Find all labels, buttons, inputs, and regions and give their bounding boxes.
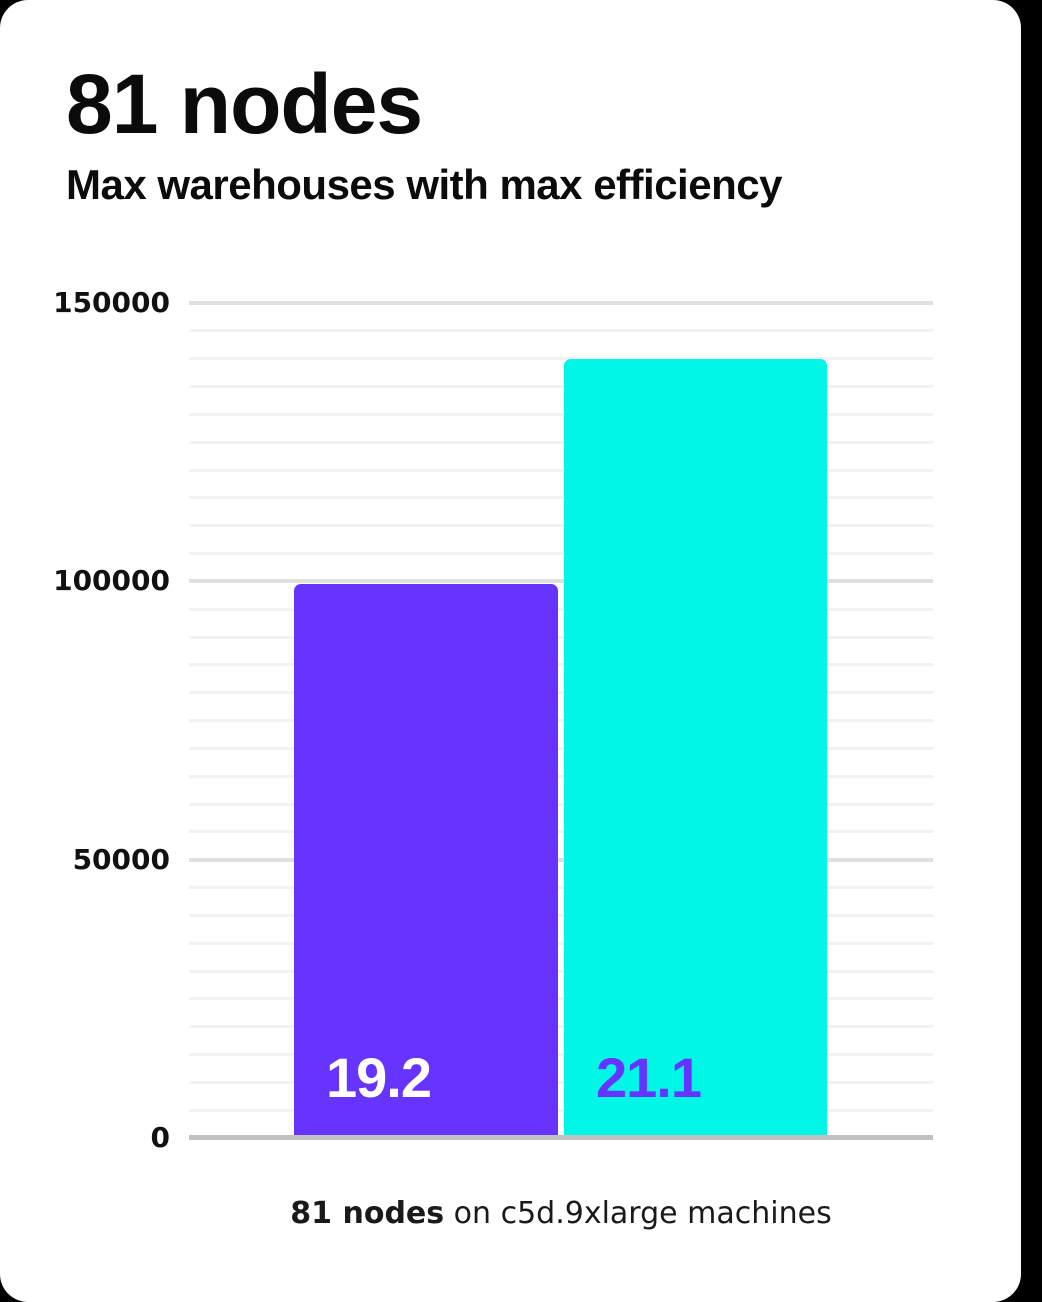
major-gridline	[189, 579, 933, 584]
bar-2: 21.1	[564, 358, 827, 1138]
bar-1-value-label: 19.2	[326, 1046, 432, 1109]
minor-gridline	[189, 997, 933, 1001]
minor-gridline	[189, 802, 933, 806]
minor-gridline	[189, 969, 933, 973]
chart-subtitle: Max warehouses with max efficiency	[66, 161, 782, 208]
minor-gridline	[189, 830, 933, 834]
minor-gridline	[189, 412, 933, 416]
y-axis-tick-label: 50000	[72, 842, 170, 876]
chart-card: 81 nodes Max warehouses with max efficie…	[0, 0, 1021, 1302]
minor-gridline	[189, 607, 933, 611]
minor-gridline	[189, 774, 933, 778]
minor-gridline	[189, 1053, 933, 1056]
chart-caption: 81 nodes on c5d.9xlarge machines	[189, 1194, 933, 1234]
y-axis-tick-label: 0	[150, 1121, 170, 1154]
bar-2-value-label: 21.1	[596, 1046, 702, 1109]
minor-gridline	[189, 385, 933, 388]
minor-gridline	[189, 1025, 933, 1029]
minor-gridline	[189, 440, 933, 444]
caption-bold-text: 81 nodes	[290, 1196, 445, 1231]
plot-area: 19.2 21.1	[189, 301, 933, 1140]
y-axis-tick-label: 100000	[53, 564, 170, 598]
minor-gridline	[189, 886, 933, 889]
minor-gridline	[189, 496, 933, 500]
bar-1: 19.2	[294, 584, 558, 1138]
minor-gridline	[189, 635, 933, 639]
minor-gridline	[189, 941, 933, 945]
minor-gridline	[189, 524, 933, 528]
major-gridline	[189, 301, 933, 305]
caption-regular-text: on c5d.9xlarge machines	[444, 1196, 832, 1231]
minor-gridline	[189, 913, 933, 917]
major-gridline	[189, 857, 933, 862]
minor-gridline	[189, 329, 933, 333]
x-axis-baseline	[189, 1135, 933, 1140]
minor-gridline	[189, 719, 933, 722]
minor-gridline	[189, 691, 933, 695]
minor-gridline	[189, 357, 933, 361]
minor-gridline	[189, 746, 933, 750]
minor-gridline	[189, 663, 933, 667]
minor-gridline	[189, 468, 933, 472]
y-axis-tick-label: 150000	[53, 286, 170, 319]
minor-gridline	[189, 1080, 933, 1084]
chart-title: 81 nodes	[66, 57, 423, 151]
minor-gridline	[189, 552, 933, 555]
minor-gridline	[189, 1108, 933, 1112]
